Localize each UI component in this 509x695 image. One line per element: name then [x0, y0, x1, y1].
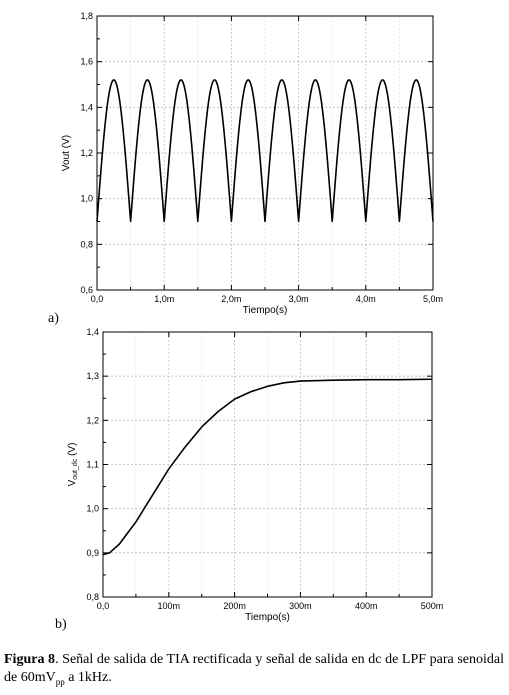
y-tick-label: 1,1 — [86, 460, 99, 470]
caption-text-2: a 1kHz. — [64, 670, 112, 685]
caption-subscript: pp — [55, 676, 65, 687]
y-tick-label: 1,2 — [86, 415, 99, 425]
y-tick-label: 0,9 — [86, 548, 99, 558]
chart-b: 0,0 100m 200m 300m 400m 500m 0,8 0,9 1,0 1,1 1,2 1,… — [55, 327, 443, 632]
y-tick-label: 1,3 — [86, 371, 99, 381]
y-axis-label: Vout (V) — [61, 135, 72, 171]
y-tick-label: 1,0 — [80, 194, 93, 204]
caption-text-1: . Señal de salida de TIA rectificada y s… — [4, 652, 504, 685]
x-tick-label: 5,0m — [423, 294, 443, 304]
y-tick-label: 0,6 — [80, 285, 93, 295]
y-tick-label: 1,4 — [86, 327, 99, 337]
x-tick-label: 0,0 — [91, 294, 104, 304]
y-tick-label: 1,0 — [86, 504, 99, 514]
panel-label: b) — [55, 617, 67, 632]
x-tick-label: 1,0m — [154, 294, 174, 304]
y-axis-label: Vout_dc (V) — [67, 443, 79, 487]
x-tick-label: 300m — [289, 601, 312, 611]
x-tick-label: 0,0 — [97, 601, 110, 611]
y-tick-label: 0,8 — [86, 592, 99, 602]
caption-label: Figura 8 — [4, 652, 56, 667]
x-tick-label: 400m — [355, 601, 378, 611]
x-tick-label: 4,0m — [356, 294, 376, 304]
figure-caption: Figura 8. Señal de salida de TIA rectifi… — [4, 651, 504, 691]
series-line — [96, 79, 434, 223]
y-tick-label: 1,2 — [80, 148, 93, 158]
x-tick-label: 200m — [223, 601, 246, 611]
chart-a: 0,0 1,0m 2,0m 3,0m 4,0m 5,0m 0,6 0,8 1,0 1,2 1,4 1,… — [48, 11, 443, 326]
x-tick-label: 2,0m — [221, 294, 241, 304]
x-axis-label: Tiempo(s) — [243, 305, 288, 316]
y-tick-label: 0,8 — [80, 239, 93, 249]
series-line — [102, 378, 433, 556]
x-tick-label: 500m — [421, 601, 444, 611]
x-tick-label: 3,0m — [289, 294, 309, 304]
y-tick-label: 1,8 — [80, 11, 93, 21]
x-tick-label: 100m — [158, 601, 181, 611]
panel-label: a) — [48, 311, 59, 326]
y-tick-label: 1,6 — [80, 57, 93, 67]
x-axis-label: Tiempo(s) — [245, 612, 290, 623]
y-tick-label: 1,4 — [80, 102, 93, 112]
